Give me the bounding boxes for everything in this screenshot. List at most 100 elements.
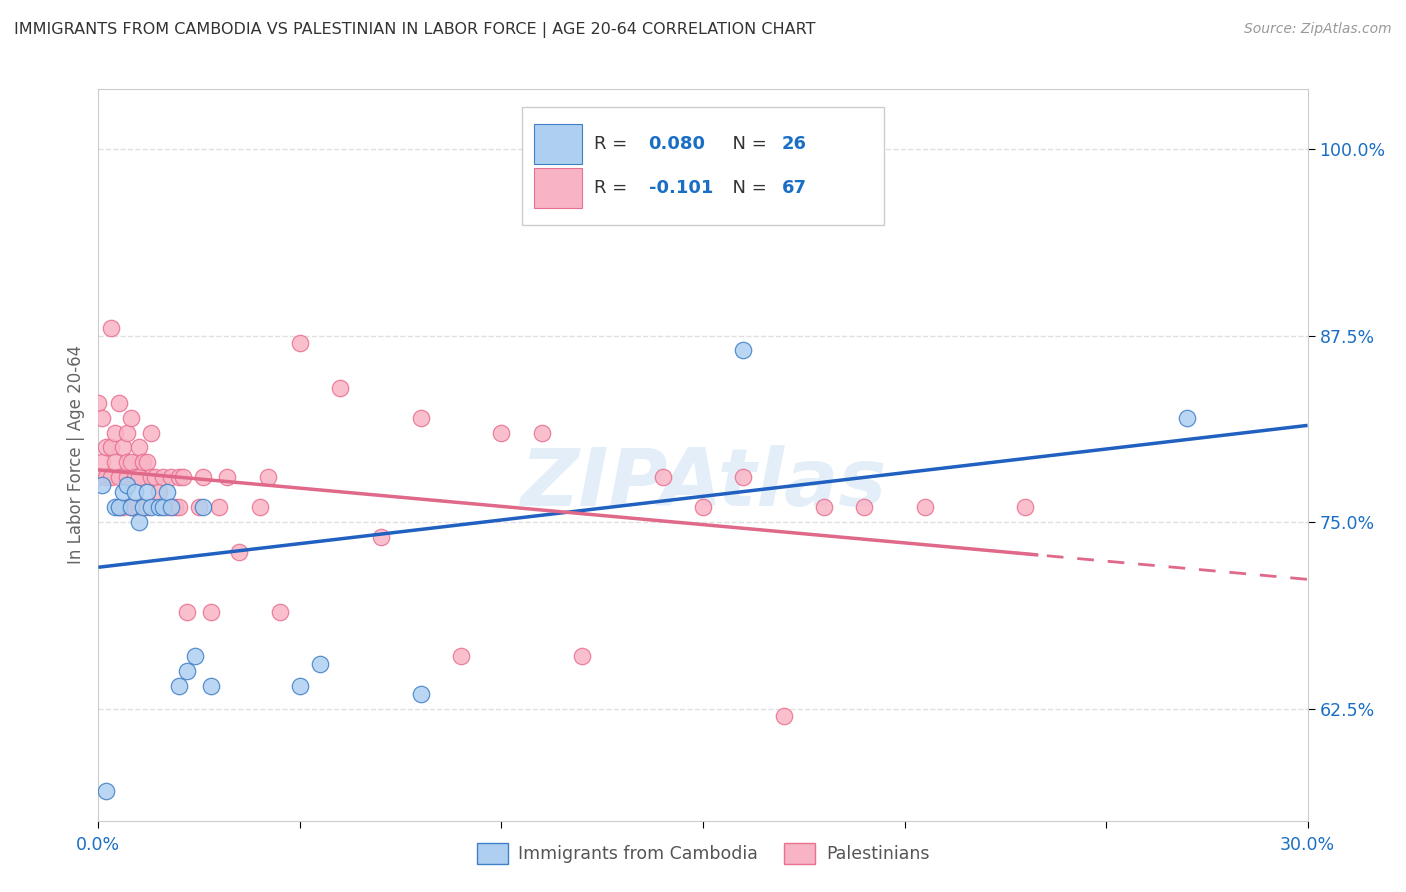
Point <box>200 605 222 619</box>
Point <box>128 500 150 515</box>
Point <box>128 515 150 529</box>
Point <box>120 500 142 515</box>
Point <box>111 485 134 500</box>
Point <box>128 470 150 484</box>
Point <box>651 470 673 484</box>
Point <box>491 425 513 440</box>
Text: R =: R = <box>595 135 633 153</box>
Point <box>87 395 110 409</box>
Point <box>288 679 311 693</box>
Point <box>148 485 170 500</box>
Point <box>853 500 876 515</box>
FancyBboxPatch shape <box>534 168 582 208</box>
Point <box>91 410 114 425</box>
Point <box>135 485 157 500</box>
Point <box>163 500 186 515</box>
Point <box>813 500 835 515</box>
Point <box>329 381 352 395</box>
Point <box>107 500 129 515</box>
Point <box>450 649 472 664</box>
Point <box>692 500 714 515</box>
Point <box>96 470 118 484</box>
Text: 67: 67 <box>782 179 807 197</box>
Point <box>228 545 250 559</box>
Point <box>914 500 936 515</box>
Point <box>135 455 157 469</box>
Point <box>139 500 162 515</box>
Text: 0.080: 0.080 <box>648 135 706 153</box>
Point <box>156 500 179 515</box>
Point <box>107 470 129 484</box>
Point <box>96 784 118 798</box>
Point <box>167 500 190 515</box>
Text: IMMIGRANTS FROM CAMBODIA VS PALESTINIAN IN LABOR FORCE | AGE 20-64 CORRELATION C: IMMIGRANTS FROM CAMBODIA VS PALESTINIAN … <box>14 22 815 38</box>
Point <box>132 500 155 515</box>
Point <box>96 441 118 455</box>
Point <box>124 470 146 484</box>
Text: ZIPAtlas: ZIPAtlas <box>520 445 886 524</box>
Point <box>139 425 162 440</box>
Point <box>143 470 166 484</box>
Point <box>160 500 183 515</box>
Point <box>139 470 162 484</box>
Point <box>103 425 125 440</box>
FancyBboxPatch shape <box>522 108 884 225</box>
Point <box>193 500 215 515</box>
Point <box>249 500 271 515</box>
Point <box>200 679 222 693</box>
Point <box>115 425 138 440</box>
Point <box>772 709 794 723</box>
Point <box>111 500 134 515</box>
Point <box>115 477 138 491</box>
Point <box>111 441 134 455</box>
Point <box>208 500 231 515</box>
Point <box>124 500 146 515</box>
Text: R =: R = <box>595 179 633 197</box>
Point <box>733 470 755 484</box>
Point <box>172 470 194 484</box>
Y-axis label: In Labor Force | Age 20-64: In Labor Force | Age 20-64 <box>66 345 84 565</box>
Point <box>176 605 198 619</box>
Point <box>124 485 146 500</box>
Point <box>120 500 142 515</box>
Point <box>530 425 553 440</box>
Point <box>184 649 207 664</box>
Point <box>100 470 122 484</box>
Point <box>571 649 593 664</box>
Point <box>156 485 179 500</box>
Point <box>128 441 150 455</box>
Point <box>152 500 174 515</box>
Point <box>409 410 432 425</box>
Point <box>409 687 432 701</box>
Point <box>135 500 157 515</box>
Point <box>107 500 129 515</box>
Point <box>103 500 125 515</box>
Legend: Immigrants from Cambodia, Palestinians: Immigrants from Cambodia, Palestinians <box>470 837 936 871</box>
Text: N =: N = <box>721 135 773 153</box>
Point <box>91 477 114 491</box>
Point <box>1175 410 1198 425</box>
Point <box>160 470 183 484</box>
Point <box>132 455 155 469</box>
Point <box>100 321 122 335</box>
Point <box>1014 500 1036 515</box>
Point <box>188 500 211 515</box>
Point <box>115 455 138 469</box>
Point <box>370 530 392 544</box>
Point <box>309 657 332 671</box>
Point <box>152 470 174 484</box>
Point <box>148 500 170 515</box>
Text: 26: 26 <box>782 135 807 153</box>
Point <box>167 470 190 484</box>
Text: N =: N = <box>721 179 773 197</box>
Point <box>100 441 122 455</box>
Point <box>120 410 142 425</box>
Point <box>103 455 125 469</box>
Point <box>91 455 114 469</box>
Point <box>217 470 239 484</box>
Point <box>167 679 190 693</box>
Point <box>176 665 198 679</box>
Point <box>115 470 138 484</box>
Point <box>256 470 278 484</box>
Text: Source: ZipAtlas.com: Source: ZipAtlas.com <box>1244 22 1392 37</box>
